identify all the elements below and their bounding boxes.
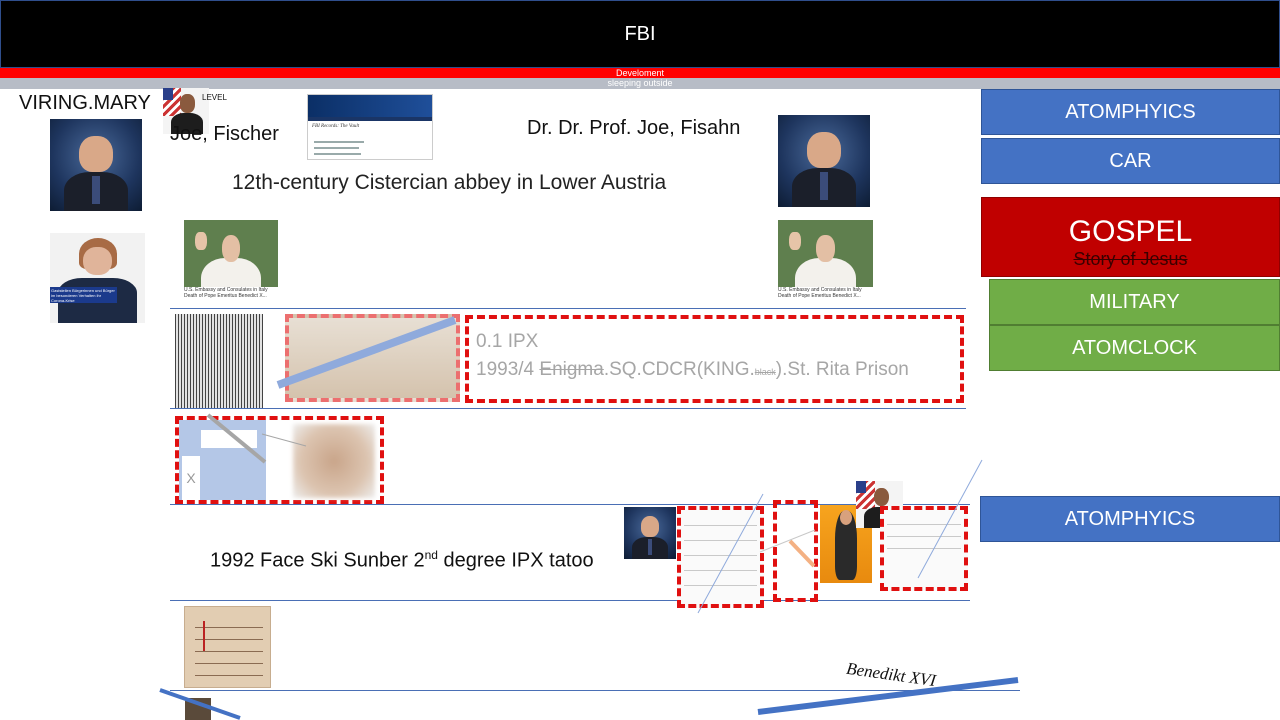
atomphyics-button-bottom[interactable]: ATOMPHYICS — [980, 496, 1280, 542]
development-bar: Develoment — [0, 68, 1280, 78]
joe-fisahn-label: Dr. Dr. Prof. Joe, Fisahn — [527, 117, 741, 139]
ipx-suffix: ).St. Rita Prison — [775, 359, 909, 380]
ipx-black-struck: black — [754, 367, 776, 377]
pope-caption-right-1: U.S. Embassy and Consulates in Italy — [778, 287, 862, 293]
car-button[interactable]: CAR — [981, 138, 1280, 184]
gospel-label: GOSPEL — [1068, 215, 1193, 248]
diagonal-stroke — [159, 688, 241, 720]
pope-caption-left-2: Death of Pope Emeritus Benedict X... — [184, 293, 267, 299]
gospel-button[interactable]: GOSPEL Story of Jesus — [981, 197, 1280, 277]
top-title-bar: FBI — [0, 0, 1280, 68]
ipx-enigma-struck: Enigma — [539, 359, 604, 380]
police-officer-photo: Gaststellen Bürgerinnen und Bürger im be… — [50, 233, 145, 323]
x-mark: X — [182, 456, 200, 500]
diagonal-stroke — [788, 539, 816, 568]
document-sheet-dashed-right — [880, 506, 968, 591]
x-image-box: X — [175, 416, 384, 504]
page-title: FBI — [624, 22, 656, 45]
face-ski-label: 1992 Face Ski Sunber 2nd degree IPX tato… — [210, 548, 594, 573]
ipx-text-box: 0.1 IPX 1993/4 Enigma.SQ.CDCR(KING.black… — [465, 315, 964, 403]
ipx-mid: .SQ.CDCR(KING. — [603, 359, 755, 380]
divider-line — [170, 408, 966, 409]
ipx-line-2: 1993/4 Enigma.SQ.CDCR(KING.black).St. Ri… — [476, 359, 909, 381]
pope-photo-left: U.S. Embassy and Consulates in Italy Dea… — [184, 220, 278, 304]
joe-fischer-label: Joe, Fischer — [170, 123, 279, 145]
thin-stroke — [261, 433, 307, 447]
document-sheet-dashed — [677, 506, 764, 608]
pope-photo-right: U.S. Embassy and Consulates in Italy Dea… — [778, 220, 873, 304]
manuscript-image — [184, 606, 271, 688]
thin-stroke — [759, 529, 816, 553]
officer-caption: Gaststellen Bürgerinnen und Bürger im be… — [50, 287, 117, 304]
divider-line — [170, 690, 1020, 691]
divider-line — [170, 600, 970, 601]
atomclock-button[interactable]: ATOMCLOCK — [989, 325, 1280, 371]
thin-stroke — [917, 459, 983, 579]
pope-caption-left-1: U.S. Embassy and Consulates in Italy — [184, 287, 268, 293]
viring-mary-label: VIRING.MARY — [19, 92, 151, 114]
ipx-line-1: 0.1 IPX — [476, 331, 539, 352]
signature-strike-stroke — [757, 677, 1019, 715]
sleeping-outside-label: sleeping outside — [607, 78, 673, 88]
diagonal-stroke — [206, 413, 267, 464]
abbey-label: 12th-century Cistercian abbey in Lower A… — [232, 171, 667, 194]
atomphyics-button-top[interactable]: ATOMPHYICS — [981, 89, 1280, 135]
pope-caption-right-2: Death of Pope Emeritus Benedict X... — [778, 293, 861, 299]
engraving-image — [175, 314, 263, 408]
fbi-vault-screenshot: FBI Records: The Vault — [307, 94, 433, 160]
blurred-photo — [293, 424, 375, 498]
divider-line — [170, 504, 970, 505]
development-label: Develoment — [615, 68, 665, 78]
divider-line — [170, 308, 966, 309]
diagonal-stroke — [276, 316, 457, 389]
face-ski-prefix: 1992 Face Ski Sunber 2 — [210, 549, 425, 572]
fbi-vault-title: FBI Records: The Vault — [312, 124, 360, 129]
story-of-jesus-label: Story of Jesus — [1073, 249, 1188, 269]
woman-with-flag-photo — [163, 88, 209, 134]
face-ski-suffix: degree IPX tatoo — [437, 549, 594, 572]
military-button[interactable]: MILITARY — [989, 279, 1280, 325]
face-ski-sup: nd — [424, 548, 438, 562]
thin-stroke — [697, 493, 764, 614]
level-label: LEVEL — [202, 93, 227, 102]
governor-portrait-right — [778, 115, 870, 207]
red-initial — [203, 621, 211, 651]
man-portrait-small — [624, 507, 676, 559]
governor-portrait-left — [50, 119, 142, 211]
sleeping-outside-bar: sleeping outside — [0, 78, 1280, 89]
pinup-photo — [820, 505, 872, 583]
narrow-dashed-box — [773, 500, 818, 602]
ipx-prefix: 1993/4 — [476, 359, 540, 380]
